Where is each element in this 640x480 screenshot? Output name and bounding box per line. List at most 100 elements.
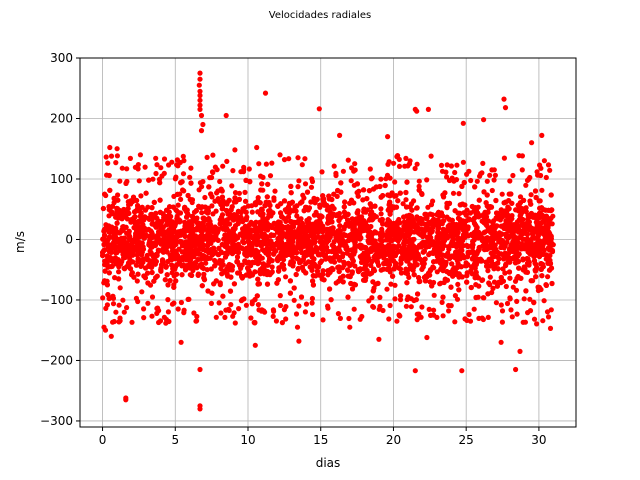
data-point (397, 297, 404, 303)
data-point (127, 266, 134, 272)
data-point (539, 187, 545, 193)
data-point (515, 258, 522, 265)
data-point (306, 216, 312, 222)
data-point (507, 246, 513, 252)
data-point (512, 278, 519, 284)
data-point (489, 187, 495, 194)
data-point (252, 200, 258, 206)
data-point (397, 190, 403, 196)
data-point (213, 278, 219, 284)
data-point (354, 181, 360, 187)
data-point (186, 255, 192, 262)
data-point (105, 292, 111, 298)
data-point (507, 178, 513, 184)
data-point (457, 210, 463, 216)
data-point (146, 216, 152, 222)
data-point (197, 243, 203, 249)
data-point (247, 231, 253, 237)
data-point (380, 266, 386, 272)
data-point (408, 213, 414, 219)
data-point (374, 250, 380, 256)
data-point (367, 229, 373, 235)
data-point (310, 278, 316, 284)
data-point (326, 193, 332, 199)
data-point (246, 246, 252, 252)
data-point (366, 188, 372, 194)
data-point (126, 210, 132, 216)
data-point (469, 264, 475, 270)
data-point (431, 292, 437, 298)
data-point (303, 270, 309, 276)
data-point (318, 213, 324, 219)
data-point (509, 200, 515, 206)
data-point (239, 245, 245, 251)
data-point (456, 191, 462, 197)
data-point (348, 197, 355, 203)
data-point (314, 247, 320, 253)
data-point (128, 237, 134, 243)
data-point (220, 293, 226, 299)
data-point (240, 228, 246, 235)
data-point (302, 181, 309, 187)
data-point (229, 245, 235, 251)
data-point (300, 192, 306, 198)
data-point (149, 221, 155, 227)
data-point (448, 284, 454, 290)
data-point (283, 241, 289, 248)
data-point (167, 226, 174, 232)
data-point (484, 178, 490, 184)
data-point (202, 204, 208, 210)
data-point (455, 281, 461, 287)
data-point (474, 259, 481, 265)
data-point (332, 254, 338, 260)
data-point (340, 273, 346, 279)
data-point (260, 187, 266, 193)
data-point (464, 242, 470, 249)
data-point (450, 253, 456, 259)
data-point (311, 256, 317, 262)
data-point (516, 265, 522, 271)
data-point (279, 263, 285, 269)
data-point (200, 265, 206, 271)
data-point (199, 283, 205, 289)
data-point (164, 222, 170, 228)
data-point (342, 199, 348, 205)
data-point (348, 178, 354, 184)
data-point (533, 194, 539, 201)
data-point (104, 282, 110, 288)
data-point (460, 237, 466, 244)
data-point (411, 272, 417, 278)
data-point (232, 190, 239, 196)
data-point (174, 271, 180, 277)
data-point (399, 256, 405, 262)
data-point (378, 206, 384, 212)
data-point (246, 259, 252, 265)
data-point (149, 294, 156, 300)
data-point (301, 228, 307, 234)
data-point (539, 273, 545, 279)
data-point (421, 274, 428, 280)
data-point (330, 225, 336, 231)
data-point (520, 236, 526, 242)
data-point (480, 277, 486, 283)
data-point (538, 261, 544, 267)
data-point (430, 198, 436, 204)
data-point (139, 204, 145, 210)
data-point (441, 194, 447, 200)
data-point (164, 249, 170, 255)
data-point (321, 277, 327, 283)
data-point (209, 203, 215, 209)
data-point (524, 269, 531, 275)
data-point (267, 202, 273, 208)
data-point (420, 228, 426, 234)
data-point (188, 225, 194, 231)
data-point (195, 271, 201, 277)
data-point (517, 194, 524, 200)
data-point (126, 228, 132, 234)
data-point (219, 271, 225, 277)
data-point (498, 274, 504, 281)
data-point (151, 199, 157, 205)
data-point (490, 253, 496, 259)
data-point (308, 184, 315, 190)
data-point (174, 191, 180, 197)
